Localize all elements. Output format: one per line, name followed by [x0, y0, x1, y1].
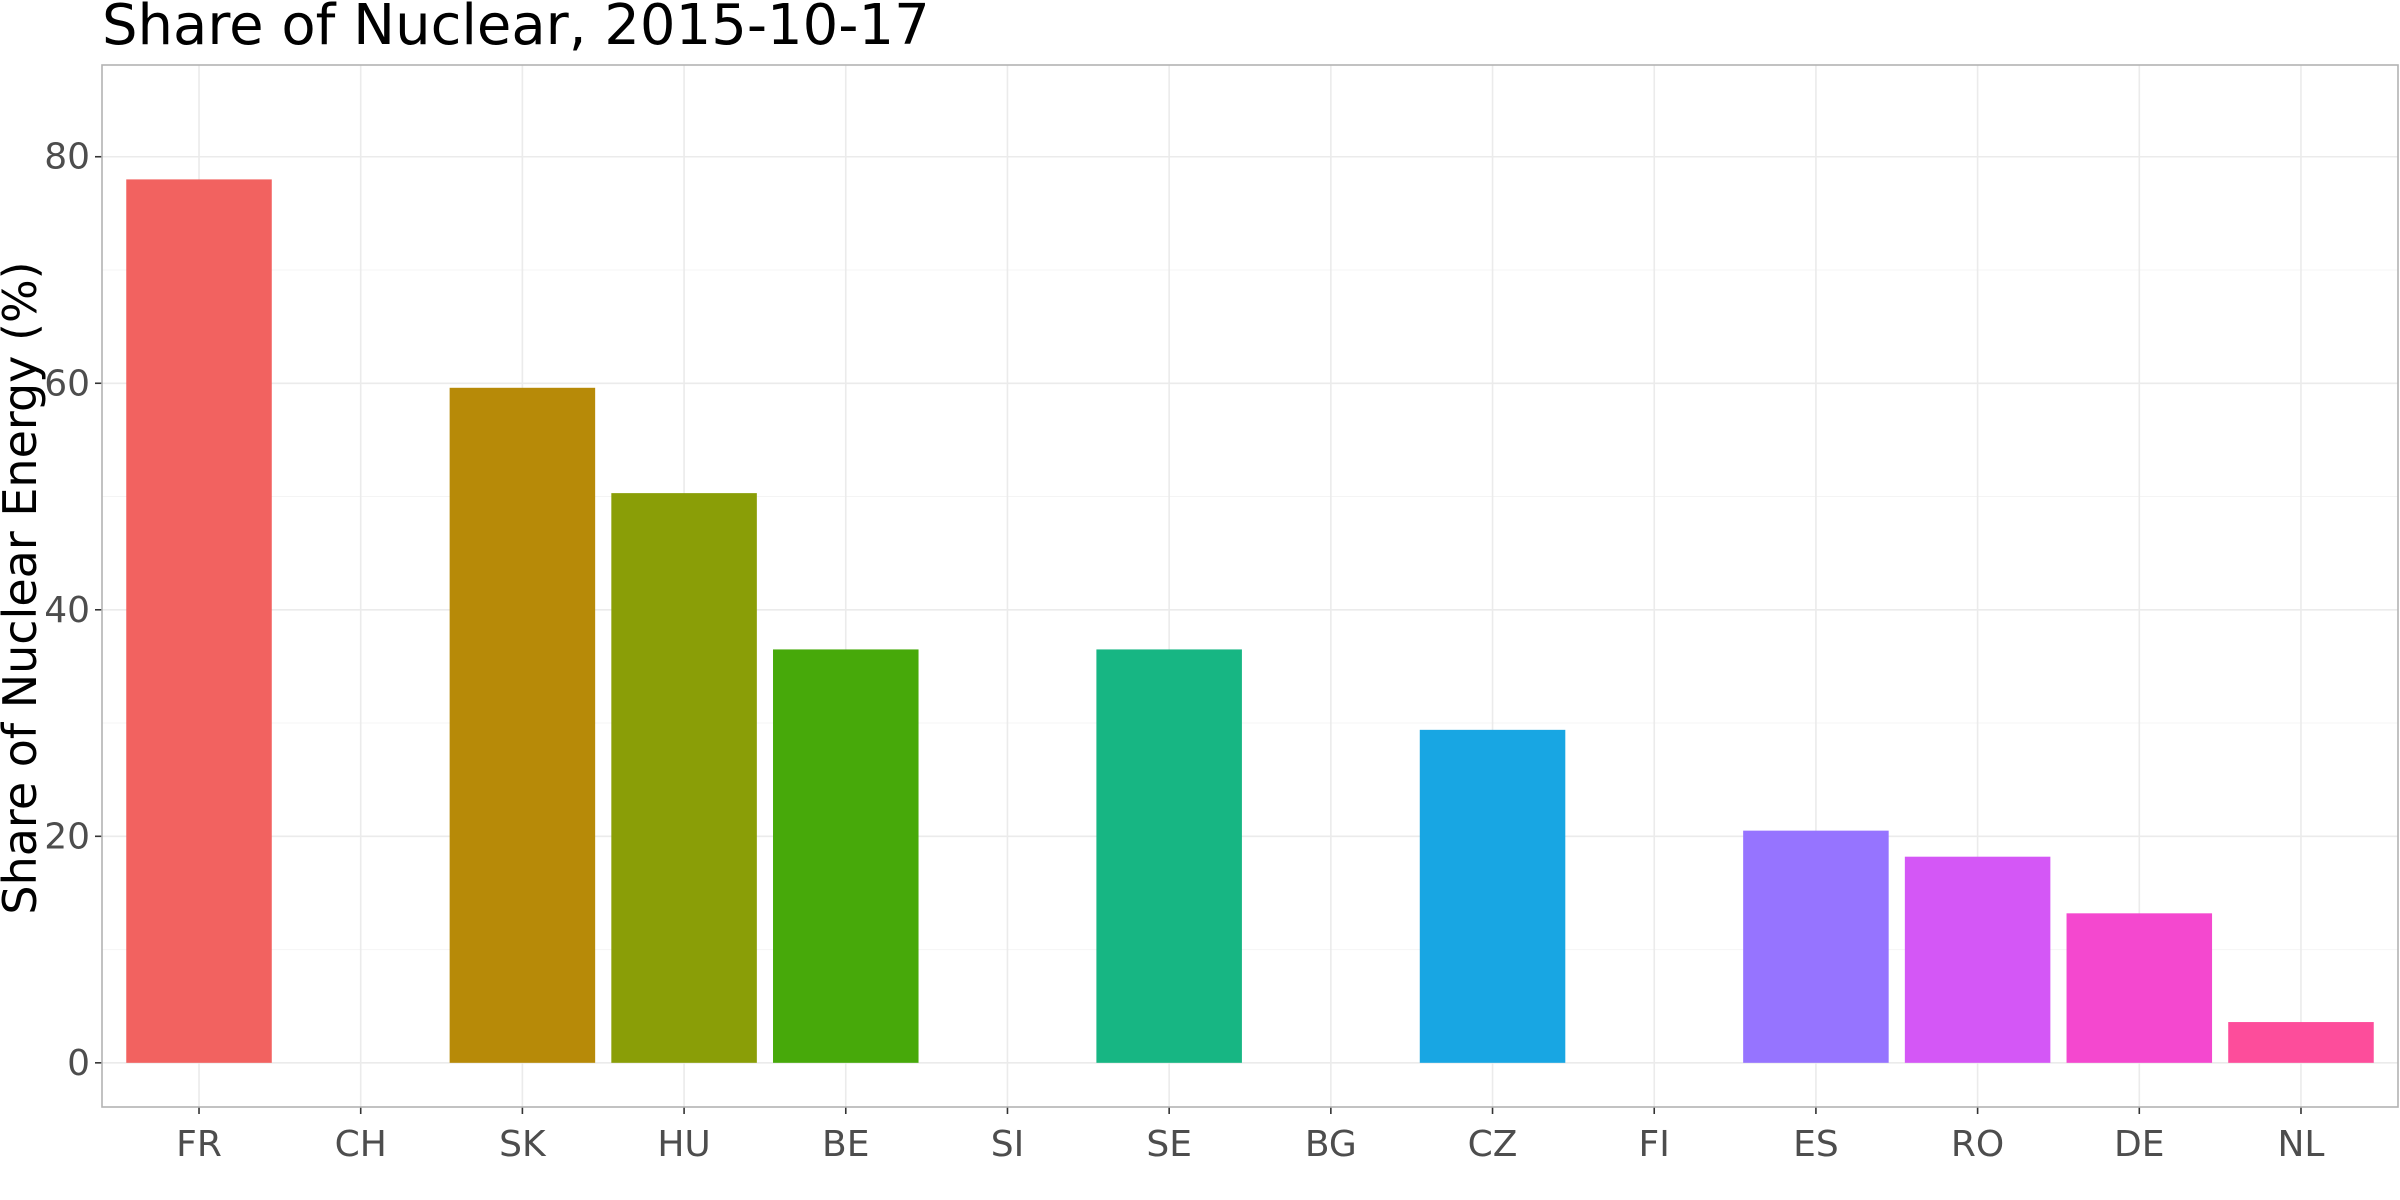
bar-be	[773, 649, 919, 1063]
x-tick-label-hu: HU	[657, 1124, 710, 1165]
y-tick-label: 20	[44, 816, 90, 857]
gridlines	[102, 65, 2398, 1107]
y-tick-label: 80	[44, 137, 90, 178]
bar-de	[2066, 913, 2213, 1063]
x-tick-label-nl: NL	[2277, 1124, 2324, 1165]
x-axis: FR CH SK HU BE SI SE BG CZ FI ES RO DE NL	[176, 1107, 2324, 1165]
bar-ro	[1904, 856, 2051, 1063]
x-tick-label-si: SI	[991, 1124, 1024, 1165]
bar-hu	[611, 493, 757, 1063]
y-tick-label: 40	[44, 590, 90, 631]
y-axis: 0 20 40 60 80	[44, 137, 102, 1084]
x-tick-label-bg: BG	[1305, 1124, 1357, 1165]
x-tick-label-fr: FR	[176, 1124, 222, 1165]
bar-cz	[1419, 729, 1566, 1063]
x-tick-label-se: SE	[1146, 1124, 1192, 1165]
x-tick-label-cz: CZ	[1468, 1124, 1518, 1165]
x-tick-label-ch: CH	[335, 1124, 387, 1165]
bars	[126, 179, 2374, 1063]
x-tick-label-ro: RO	[1951, 1124, 2004, 1165]
bar-sk	[449, 387, 596, 1063]
bar-fr	[126, 179, 272, 1063]
bar-nl	[2228, 1022, 2374, 1063]
bar-se	[1096, 649, 1242, 1063]
x-tick-label-be: BE	[822, 1124, 869, 1165]
y-axis-title: Share of Nuclear Energy (%)	[0, 261, 47, 914]
x-tick-label-es: ES	[1793, 1124, 1839, 1165]
plot-panel	[101, 64, 2399, 1108]
bar-es	[1743, 830, 1889, 1063]
x-tick-label-sk: SK	[499, 1124, 547, 1165]
y-tick-label: 0	[67, 1043, 90, 1084]
chart-title: Share of Nuclear, 2015-10-17	[102, 0, 930, 58]
y-tick-label: 60	[44, 363, 90, 404]
x-tick-label-de: DE	[2114, 1124, 2164, 1165]
x-tick-label-fi: FI	[1639, 1124, 1670, 1165]
